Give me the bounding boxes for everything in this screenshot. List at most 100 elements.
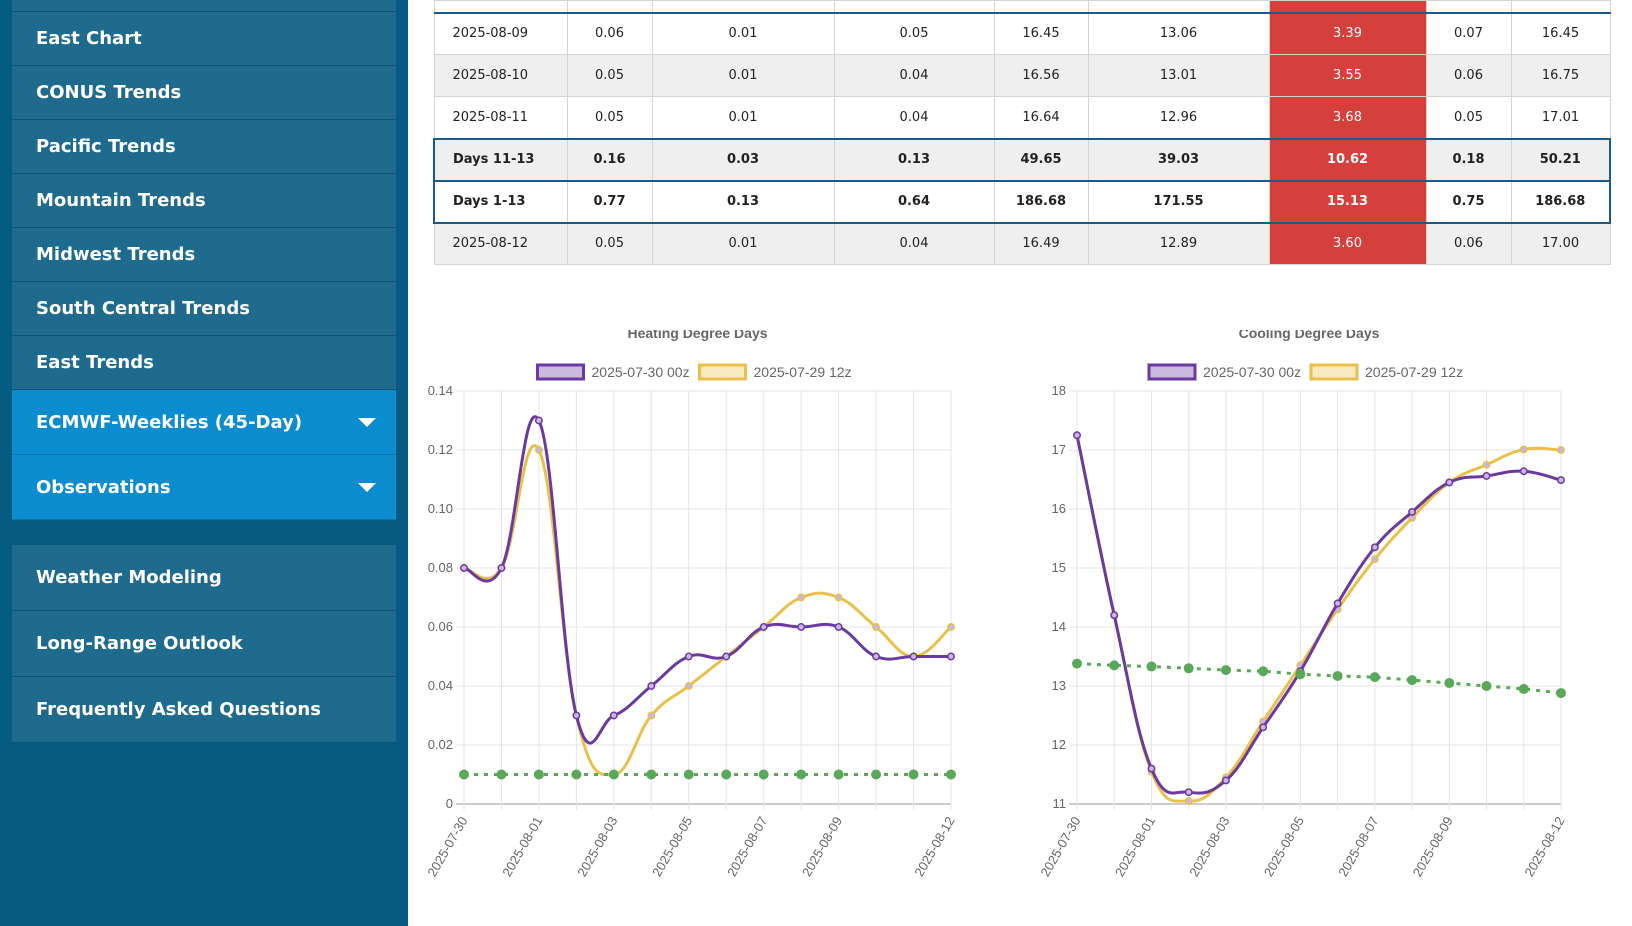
table-cell: 2025-08-10 bbox=[433, 54, 568, 97]
data-point bbox=[647, 711, 656, 720]
data-point bbox=[496, 769, 507, 780]
data-point bbox=[834, 593, 843, 602]
table-cell: 0.05 bbox=[833, 12, 995, 55]
data-point bbox=[1482, 460, 1491, 469]
table-cell: 0.18 bbox=[1425, 137, 1512, 182]
table-cell: 0.05 bbox=[1425, 96, 1512, 139]
y-tick-label: 13 bbox=[1052, 678, 1066, 693]
data-point bbox=[1147, 764, 1156, 773]
sidebar-item-long-range-outlook[interactable]: Long-Range Outlook bbox=[12, 611, 396, 677]
x-tick-label: 2025-08-05 bbox=[1261, 814, 1307, 879]
sidebar-item-midwest-trends[interactable]: Midwest Trends bbox=[12, 228, 396, 282]
table-cell: 13.01 bbox=[1087, 54, 1270, 97]
sidebar-item-east-chart[interactable]: East Chart bbox=[12, 12, 396, 66]
data-point bbox=[1295, 669, 1306, 680]
table-cell: 0.64 bbox=[833, 179, 995, 224]
table-cell: 16.45 bbox=[993, 12, 1089, 55]
table-cell: 2025-08-09 bbox=[433, 12, 568, 55]
table-cell: 0.16 bbox=[566, 137, 653, 182]
x-tick-label: 2025-08-12 bbox=[911, 814, 957, 879]
table-cell: 12.96 bbox=[1087, 96, 1270, 139]
data-point bbox=[721, 769, 732, 780]
data-point bbox=[1258, 666, 1269, 677]
table-cell: 17.00 bbox=[1510, 222, 1611, 265]
table-cell: 39.03 bbox=[1087, 137, 1270, 182]
table-cell: 0.04 bbox=[833, 54, 995, 97]
sidebar-item-label: Weather Modeling bbox=[36, 567, 222, 588]
table-cell: 16.45 bbox=[1510, 12, 1611, 55]
table-cell: 0.01 bbox=[651, 12, 835, 55]
x-tick-label: 2025-07-30 bbox=[425, 814, 471, 879]
series-line bbox=[1075, 434, 1562, 795]
table-cell: 3.39 bbox=[1268, 12, 1427, 55]
table-row: 2025-08-11 0.05 0.01 0.04 16.64 12.96 3.… bbox=[433, 96, 1611, 139]
nav-menu-secondary: Weather Modeling Long-Range Outlook Freq… bbox=[12, 545, 396, 743]
sidebar-item-east-trends[interactable]: East Trends bbox=[12, 336, 396, 390]
table-summary-row: Days 1-13 0.77 0.13 0.64 186.68 171.55 1… bbox=[433, 179, 1611, 224]
table-cell: 50.21 bbox=[1510, 137, 1611, 182]
chart-svg: Cooling Degree Days 2025-07-30 00z 2025-07… bbox=[1038, 330, 1568, 879]
sidebar-item-ecmwf-weeklies[interactable]: ECMWF-Weeklies (45-Day) bbox=[12, 390, 396, 455]
data-point bbox=[1370, 555, 1379, 564]
sidebar-item-pacific-trends[interactable]: Pacific Trends bbox=[12, 120, 396, 174]
legend-swatch bbox=[1309, 363, 1359, 381]
legend-swatch bbox=[698, 363, 747, 381]
sidebar-item-partial[interactable] bbox=[12, 0, 396, 12]
legend-label: 2025-07-29 12z bbox=[1365, 364, 1463, 380]
x-tick-label: 2025-08-07 bbox=[724, 814, 770, 879]
data-point bbox=[1109, 660, 1120, 671]
data-point bbox=[1557, 446, 1565, 454]
legend-item: 2025-07-29 12z bbox=[698, 363, 852, 381]
data-point bbox=[533, 769, 544, 780]
data-point bbox=[796, 769, 807, 780]
data-point bbox=[797, 623, 806, 631]
legend-label: 2025-07-30 00z bbox=[1203, 364, 1301, 380]
table-cell: 0.07 bbox=[1425, 12, 1512, 55]
y-tick-label: 14 bbox=[1052, 619, 1066, 634]
sidebar-item-label: ECMWF-Weeklies (45-Day) bbox=[36, 411, 303, 433]
data-point bbox=[497, 564, 506, 572]
table-cell: 0.05 bbox=[566, 222, 653, 265]
x-tick-label: 2025-08-05 bbox=[649, 814, 695, 879]
sidebar-item-mountain-trends[interactable]: Mountain Trends bbox=[12, 174, 396, 228]
data-point bbox=[947, 623, 955, 631]
table-cell: 0.01 bbox=[651, 54, 835, 97]
y-tick-label: 12 bbox=[1052, 737, 1066, 752]
sidebar-item-label: East Trends bbox=[36, 352, 154, 373]
table-cell: 0.04 bbox=[833, 96, 995, 139]
data-point bbox=[572, 711, 581, 720]
x-tick-label: 2025-08-01 bbox=[1112, 814, 1158, 879]
nav-menu: East Chart CONUS Trends Pacific Trends M… bbox=[12, 0, 396, 520]
y-tick-label: 18 bbox=[1052, 383, 1066, 398]
data-point bbox=[833, 769, 844, 780]
heating-degree-days-chart: Heating Degree Days 2025-07-30 00z 2025-07… bbox=[425, 330, 1015, 926]
data-point bbox=[1444, 678, 1455, 689]
table-cell: 0.77 bbox=[566, 179, 653, 224]
sidebar-item-conus-trends[interactable]: CONUS Trends bbox=[12, 66, 396, 120]
data-point bbox=[571, 769, 582, 780]
data-point bbox=[1370, 543, 1379, 552]
series-line bbox=[463, 415, 951, 745]
data-point bbox=[947, 652, 955, 661]
chevron-down-icon[interactable] bbox=[358, 418, 376, 427]
sidebar-item-observations[interactable]: Observations bbox=[12, 455, 396, 520]
table-cell: 2025-08-12 bbox=[433, 222, 568, 265]
data-point bbox=[1519, 445, 1528, 454]
table-cell: 0.13 bbox=[833, 137, 995, 182]
chart-title: Cooling Degree Days bbox=[1239, 330, 1380, 341]
data-point bbox=[1481, 681, 1492, 691]
table-cell: 0.03 bbox=[651, 137, 835, 182]
table-cell: 10.62 bbox=[1268, 137, 1427, 182]
table-cell: Days 1-13 bbox=[433, 179, 568, 224]
data-point bbox=[1146, 661, 1157, 672]
chevron-down-icon[interactable] bbox=[358, 483, 376, 492]
sidebar-item-weather-modeling[interactable]: Weather Modeling bbox=[12, 545, 396, 611]
x-tick-label: 2025-08-12 bbox=[1521, 814, 1567, 879]
sidebar-item-south-central-trends[interactable]: South Central Trends bbox=[12, 282, 396, 336]
data-point bbox=[1556, 688, 1566, 699]
y-tick-label: 11 bbox=[1053, 796, 1067, 811]
legend-item: 2025-07-30 00z bbox=[1147, 363, 1301, 381]
table-cell: 3.68 bbox=[1268, 96, 1427, 139]
cooling-degree-days-chart: Cooling Degree Days 2025-07-30 00z 2025-07… bbox=[1038, 330, 1628, 926]
sidebar-item-faq[interactable]: Frequently Asked Questions bbox=[12, 677, 396, 743]
